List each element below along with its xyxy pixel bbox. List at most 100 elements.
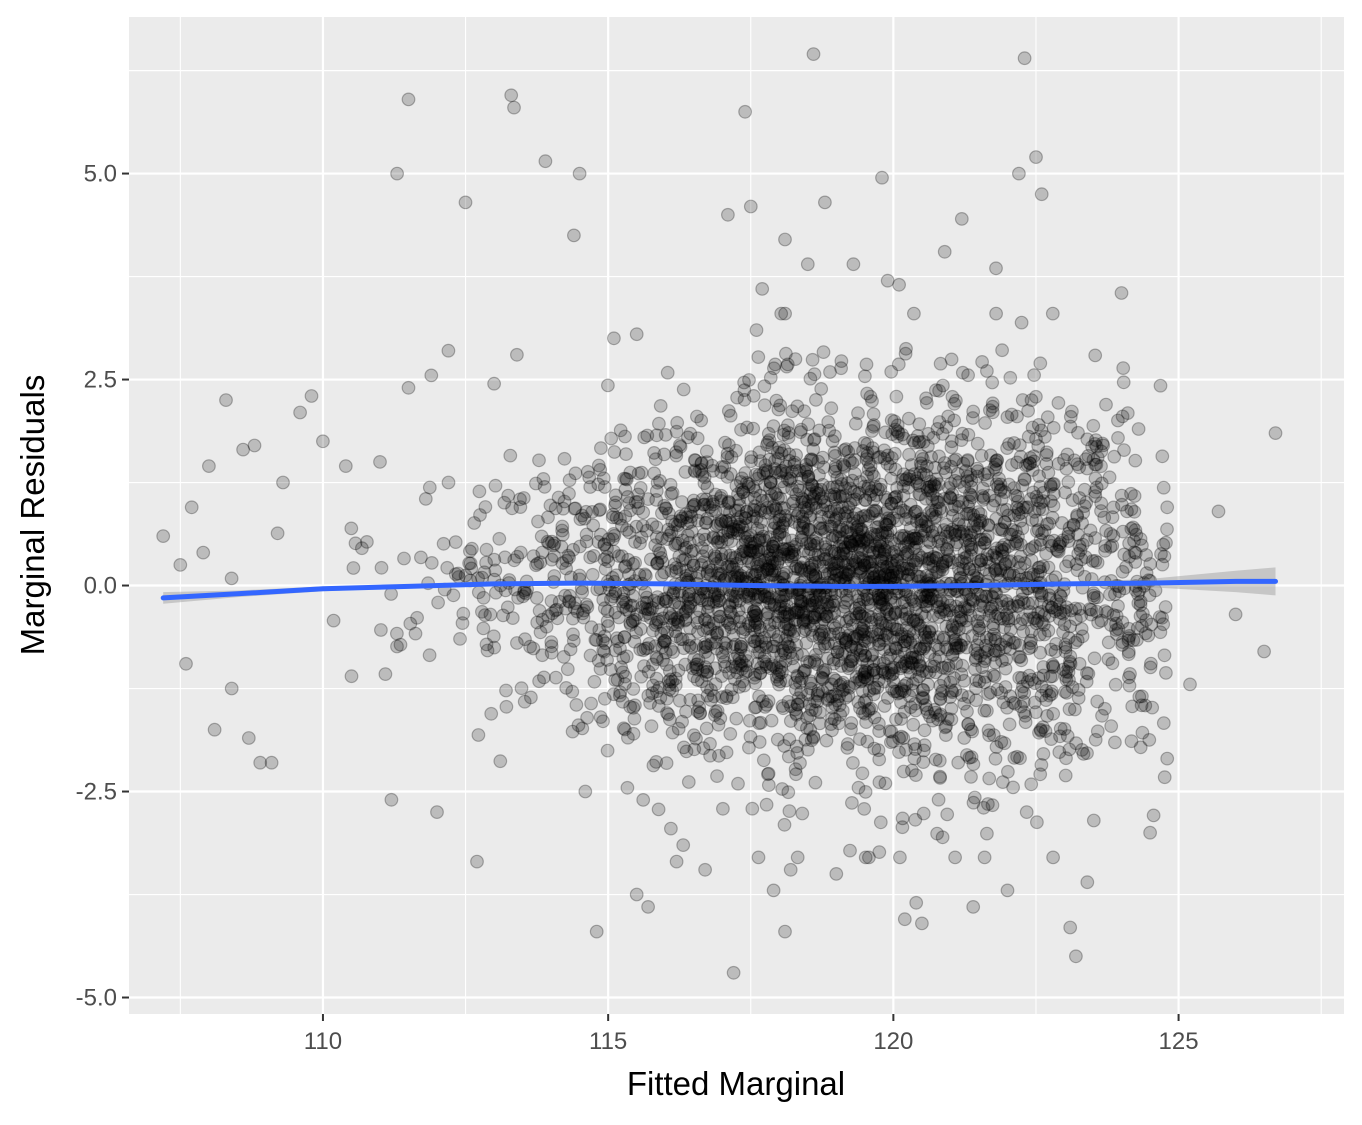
data-point (998, 661, 1013, 676)
data-point (1111, 431, 1125, 445)
data-point (785, 404, 800, 419)
data-point (533, 625, 548, 640)
data-point (716, 529, 730, 543)
data-point (880, 651, 895, 666)
data-point (892, 531, 907, 546)
data-point (555, 523, 569, 538)
data-point (782, 640, 797, 654)
data-point (799, 536, 814, 551)
data-point (1146, 808, 1161, 823)
data-point (671, 721, 686, 736)
data-point (338, 459, 353, 474)
data-point (844, 716, 859, 730)
data-point (693, 706, 707, 720)
data-point (1045, 306, 1060, 321)
data-point (623, 618, 638, 632)
data-point (852, 597, 867, 612)
data-point (962, 750, 977, 765)
data-point (711, 717, 726, 732)
data-point (1125, 699, 1140, 714)
data-point (1086, 418, 1101, 433)
data-point (953, 604, 968, 619)
x-tick-label: 115 (589, 1028, 627, 1055)
data-point (853, 732, 867, 746)
data-point (762, 568, 777, 582)
data-point (884, 364, 899, 379)
data-point (663, 611, 678, 625)
x-tick-label: 120 (873, 1028, 913, 1055)
data-point (990, 551, 1005, 565)
data-point (930, 422, 945, 436)
data-point (698, 637, 713, 651)
data-point (241, 731, 256, 745)
data-point (921, 534, 936, 548)
data-point (916, 683, 931, 697)
data-point (1116, 524, 1130, 539)
data-point (640, 428, 655, 443)
data-point (907, 506, 922, 520)
data-point (1063, 920, 1078, 935)
y-axis-title: Marginal Residuals (14, 375, 51, 656)
data-point (1023, 456, 1037, 471)
data-point (721, 524, 736, 538)
data-point (998, 640, 1013, 655)
data-point (995, 775, 1010, 789)
data-point (670, 518, 685, 533)
data-point (859, 532, 873, 547)
data-point (980, 703, 994, 718)
data-point (950, 466, 965, 481)
data-point (1094, 504, 1108, 518)
data-point (1086, 452, 1101, 467)
data-point (996, 611, 1011, 626)
data-point (687, 497, 702, 512)
data-point (676, 838, 691, 852)
data-point (1135, 725, 1150, 740)
data-point (878, 776, 893, 791)
data-point (716, 801, 730, 816)
data-point (805, 352, 820, 367)
data-point (695, 549, 710, 564)
data-point (895, 659, 910, 674)
data-point (832, 626, 846, 641)
data-point (728, 589, 743, 604)
data-point (912, 669, 927, 684)
data-point (1105, 538, 1120, 553)
data-point (627, 711, 642, 726)
data-point (700, 511, 715, 526)
data-point (579, 597, 594, 612)
data-point (672, 600, 687, 615)
data-point (820, 693, 835, 707)
data-point (843, 658, 858, 672)
data-point (1155, 449, 1170, 464)
data-point (781, 430, 796, 445)
data-point (963, 548, 978, 563)
data-point (999, 633, 1014, 648)
data-point (448, 535, 463, 549)
data-point (631, 501, 646, 516)
data-point (617, 560, 632, 574)
data-point (571, 718, 586, 733)
data-point (576, 610, 591, 625)
data-point (815, 521, 830, 536)
data-point (718, 659, 733, 674)
data-point (346, 561, 361, 575)
data-point (858, 649, 872, 663)
data-point (679, 744, 694, 759)
data-point (1030, 493, 1045, 508)
data-point (344, 669, 359, 684)
data-point (933, 707, 948, 722)
data-point (1065, 680, 1080, 694)
data-point (954, 638, 969, 653)
data-point (224, 681, 239, 696)
data-point (751, 850, 766, 865)
data-point (772, 590, 786, 604)
data-point (441, 475, 456, 490)
data-point (1152, 610, 1167, 624)
data-point (748, 667, 763, 682)
data-point (722, 599, 737, 614)
data-point (935, 596, 950, 610)
data-point (900, 471, 914, 486)
data-point (613, 641, 627, 656)
data-point (1032, 502, 1046, 516)
data-point (937, 244, 952, 259)
